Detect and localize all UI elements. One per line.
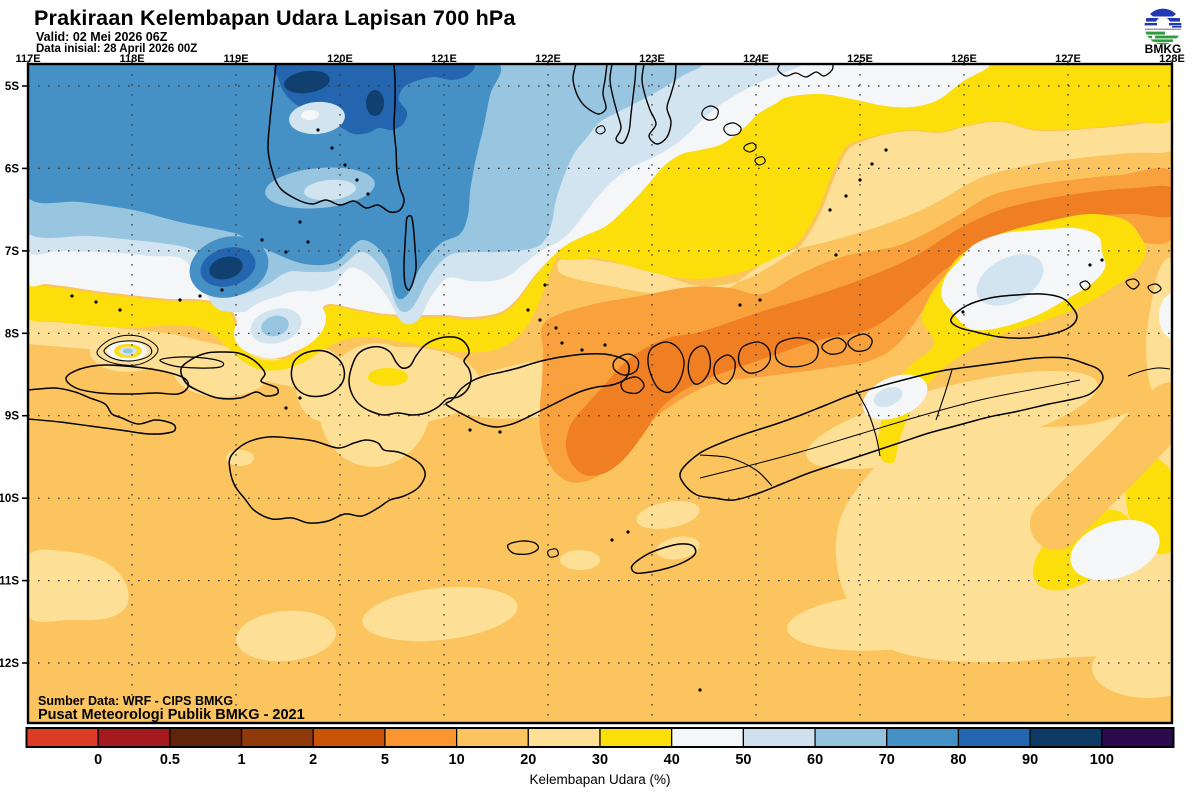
svg-text:Sumber Data: WRF - CIPS BMKG: Sumber Data: WRF - CIPS BMKG [38,694,233,708]
svg-text:70: 70 [879,752,895,768]
svg-text:118E: 118E [119,53,144,65]
svg-text:90: 90 [1022,752,1038,768]
svg-text:40: 40 [664,752,680,768]
svg-text:126E: 126E [951,53,977,65]
svg-text:Pusat Meteorologi Publik BMKG: Pusat Meteorologi Publik BMKG - 2021 [38,707,305,723]
svg-text:119E: 119E [223,53,248,65]
svg-text:121E: 121E [431,53,457,65]
svg-text:124E: 124E [743,53,769,65]
svg-text:Data inisial: 28 April 2026 00: Data inisial: 28 April 2026 00Z [36,43,197,55]
svg-text:BMKG: BMKG [1145,42,1182,56]
svg-text:10: 10 [449,752,465,768]
svg-text:11S: 11S [0,576,19,588]
svg-text:5: 5 [381,752,389,768]
svg-text:10S: 10S [0,493,19,505]
svg-text:60: 60 [807,752,823,768]
svg-text:Valid: 02 Mei 2026 06Z: Valid: 02 Mei 2026 06Z [36,30,168,44]
svg-text:Prakiraan Kelembapan Udara Lap: Prakiraan Kelembapan Udara Lapisan 700 h… [34,6,516,30]
svg-text:5S: 5S [5,81,19,93]
svg-text:2: 2 [309,752,317,768]
svg-text:80: 80 [950,752,966,768]
svg-text:12S: 12S [0,658,19,670]
svg-text:20: 20 [520,752,536,768]
svg-text:0.5: 0.5 [160,752,180,768]
svg-text:9S: 9S [5,411,19,423]
svg-text:120E: 120E [327,53,353,65]
svg-text:125E: 125E [847,53,873,65]
svg-text:Kelembapan Udara (%): Kelembapan Udara (%) [529,772,670,787]
svg-text:7S: 7S [5,246,19,258]
svg-text:1: 1 [238,752,246,768]
svg-text:6S: 6S [5,163,19,175]
svg-text:8S: 8S [5,328,19,340]
svg-text:0: 0 [94,752,102,768]
svg-text:122E: 122E [535,53,561,65]
svg-text:50: 50 [735,752,751,768]
svg-text:30: 30 [592,752,608,768]
svg-text:100: 100 [1090,752,1114,768]
svg-text:127E: 127E [1055,53,1081,65]
svg-text:117E: 117E [15,53,40,65]
svg-text:123E: 123E [639,53,665,65]
svg-text:128E: 128E [1159,53,1185,65]
